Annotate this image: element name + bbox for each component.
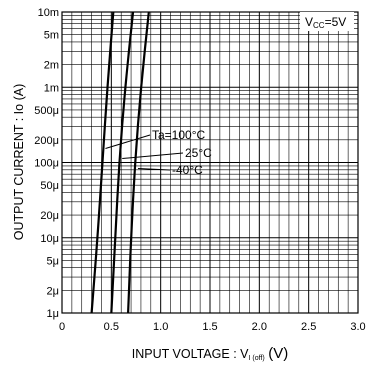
x-tick-label: 0.5 — [104, 321, 119, 333]
plot-frame — [61, 11, 359, 314]
x-tick-label: 2.0 — [252, 321, 267, 333]
x-tick-label: 1.5 — [202, 321, 217, 333]
y-tick-label: 20μ — [40, 210, 59, 222]
x-tick-labels: 0 0.5 1.0 1.5 2.0 2.5 3.0 — [59, 321, 366, 333]
x-tick-label: 3.0 — [350, 321, 365, 333]
y-tick-label: 1μ — [47, 308, 59, 320]
series-label-leader — [122, 152, 184, 159]
y-tick-label: 100μ — [34, 158, 59, 170]
series-lines — [90, 11, 150, 314]
series-label-leader — [105, 134, 151, 149]
series-label: 25°C — [185, 146, 212, 160]
y-tick-labels: 10m 5m 2m 1m 500μ 200μ 100μ 50μ 20μ 10μ 5μ 2μ 1μ — [34, 7, 59, 320]
y-tick-label: 5m — [44, 30, 59, 42]
x-tick-label: 0 — [59, 321, 65, 333]
series-label: Ta=100°C — [152, 128, 206, 142]
y-tick-label: 10m — [38, 7, 59, 19]
y-tick-label: 2μ — [47, 285, 59, 297]
condition-box — [300, 12, 354, 31]
x-tick-label: 2.5 — [301, 321, 316, 333]
y-tick-label: 500μ — [34, 105, 59, 117]
y-tick-label: 10μ — [40, 233, 59, 245]
series-label: -40°C — [172, 163, 203, 177]
x-axis-label-unit: (V) — [268, 345, 288, 362]
x-tick-label: 1.0 — [153, 321, 168, 333]
condition-label: VCC=5V — [305, 15, 346, 30]
series-line — [110, 11, 135, 314]
series-label-leader — [137, 168, 171, 171]
x-axis-label-main: INPUT VOLTAGE : V — [132, 347, 249, 361]
series-line — [90, 11, 115, 314]
x-axis-label: INPUT VOLTAGE : VI (off) (V) — [132, 345, 288, 362]
y-tick-label: 5μ — [47, 255, 59, 267]
x-axis-label-sub: I (off) — [249, 355, 265, 362]
y-axis-label: OUTPUT CURRENT : Io (A) — [12, 84, 26, 241]
y-tick-label: 50μ — [40, 180, 59, 192]
series-line — [127, 11, 150, 314]
y-tick-label: 2m — [44, 60, 59, 72]
series-labels: Ta=100°C 25°C -40°C — [105, 128, 212, 177]
y-tick-label: 1m — [44, 82, 59, 94]
y-tick-label: 200μ — [34, 135, 59, 147]
